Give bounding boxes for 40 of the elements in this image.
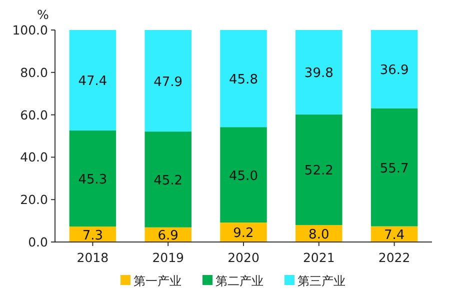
bar bbox=[69, 30, 116, 130]
data-label: 52.2 bbox=[304, 164, 334, 179]
data-label: 9.2 bbox=[233, 226, 254, 242]
bar bbox=[220, 127, 267, 222]
bar bbox=[220, 30, 267, 128]
y-tick-label: 60.0 bbox=[20, 107, 48, 122]
data-label: 7.3 bbox=[82, 228, 104, 244]
data-label: 45.2 bbox=[154, 173, 183, 188]
bar bbox=[144, 132, 192, 228]
bar bbox=[144, 30, 192, 132]
data-label: 45.3 bbox=[78, 172, 108, 188]
bar bbox=[370, 108, 418, 226]
data-label: 7.4 bbox=[384, 228, 405, 244]
data-label: 45.0 bbox=[229, 168, 258, 184]
data-label: 47.9 bbox=[154, 74, 183, 90]
bar bbox=[370, 30, 418, 108]
y-tick-label: 0.0 bbox=[28, 234, 48, 250]
y-tick-label: 20.0 bbox=[20, 192, 48, 208]
data-label: 47.4 bbox=[78, 74, 108, 90]
data-label: 8.0 bbox=[308, 228, 330, 243]
x-tick-label: 2018 bbox=[76, 250, 109, 265]
data-label: 36.9 bbox=[380, 63, 409, 78]
legend-label: 第一产业 bbox=[134, 274, 182, 288]
legend-label: 第二产业 bbox=[216, 274, 264, 288]
x-tick-label: 2020 bbox=[228, 250, 260, 265]
data-label: 45.8 bbox=[229, 72, 258, 88]
bar bbox=[296, 114, 342, 226]
data-label: 6.9 bbox=[158, 228, 178, 244]
y-tick-label: 80.0 bbox=[20, 64, 48, 80]
y-axis-title: % bbox=[37, 7, 50, 22]
x-tick-label: 2021 bbox=[302, 250, 335, 265]
y-tick-label: 100.0 bbox=[12, 22, 48, 38]
x-tick-label: 2019 bbox=[152, 250, 184, 265]
bar bbox=[296, 30, 342, 114]
legend-label: 第三产业 bbox=[298, 274, 346, 288]
x-tick-label: 2022 bbox=[378, 250, 410, 265]
data-label: 39.8 bbox=[304, 66, 334, 82]
data-label: 55.7 bbox=[380, 161, 409, 176]
y-tick-label: 40.0 bbox=[20, 150, 48, 165]
bar bbox=[69, 130, 116, 227]
